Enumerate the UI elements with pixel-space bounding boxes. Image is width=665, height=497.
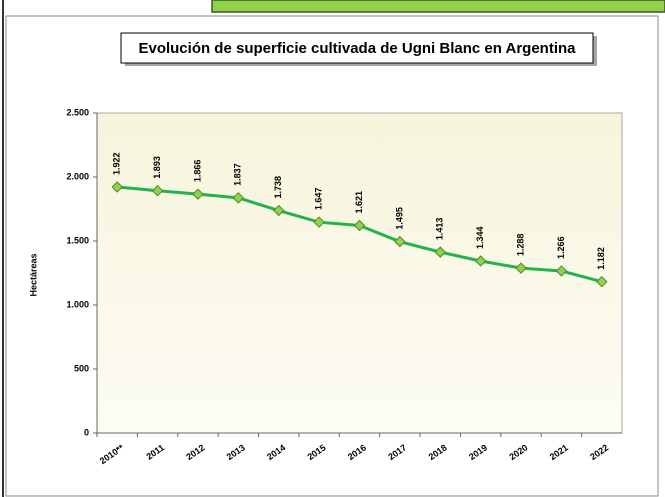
y-tick-label: 1.000	[66, 299, 89, 309]
data-point	[232, 192, 245, 204]
data-point	[353, 219, 366, 232]
y-tick-label: 2.000	[66, 171, 89, 181]
data-label: 1.738	[273, 176, 283, 199]
data-label: 1.344	[475, 226, 485, 249]
data-label: 1.837	[233, 163, 243, 186]
data-point	[151, 184, 164, 197]
data-label: 1.413	[435, 218, 445, 241]
y-tick-label: 0	[84, 427, 89, 437]
data-label: 1.866	[192, 160, 202, 183]
title-box	[120, 32, 594, 64]
data-label: 1.182	[596, 247, 606, 270]
banner	[211, 0, 665, 13]
data-label: 1.266	[556, 236, 566, 259]
data-label: 1.621	[354, 191, 364, 214]
data-label: 1.647	[313, 188, 323, 211]
data-label: 1.893	[152, 156, 162, 179]
data-point	[273, 204, 285, 217]
data-point	[474, 255, 487, 267]
data-point	[394, 235, 406, 248]
data-point	[515, 262, 527, 274]
data-label: 1.288	[515, 234, 525, 257]
y-tick-label: 2.500	[66, 107, 89, 117]
data-point	[111, 181, 123, 193]
y-tick-label: 1.500	[66, 235, 89, 245]
data-point	[313, 216, 325, 228]
data-label: 1.495	[394, 207, 404, 230]
data-point	[596, 275, 608, 288]
data-point	[192, 188, 204, 200]
y-axis-label: Hectáreas	[28, 253, 38, 296]
data-point	[555, 265, 568, 277]
plot-area	[96, 112, 623, 434]
chart-title: Evolución de superficie cultivada de Ugn…	[138, 40, 576, 57]
y-tick-label: 500	[74, 363, 89, 373]
data-label: 1.922	[112, 152, 122, 175]
data-point	[434, 246, 446, 258]
